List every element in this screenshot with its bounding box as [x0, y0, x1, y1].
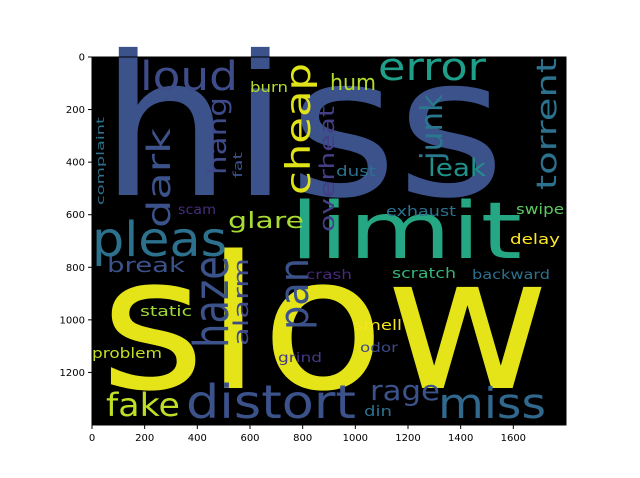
x-tick-label: 1400 — [448, 433, 473, 444]
word-loud: loud — [140, 54, 238, 100]
word-problem: problem — [92, 346, 162, 362]
x-tick-label: 400 — [188, 433, 207, 444]
word-complaint: complaint — [94, 116, 107, 205]
y-tick-label: 800 — [66, 263, 85, 274]
word-odor: odor — [360, 341, 399, 356]
plot-frame — [91, 56, 567, 426]
x-tick-label: 1600 — [501, 433, 526, 444]
word-din: din — [364, 404, 392, 420]
word-overheat: overheat — [315, 106, 339, 232]
word-hiss: hiss — [100, 14, 505, 241]
y-tick-label: 600 — [66, 210, 85, 221]
plot-background — [92, 57, 566, 425]
word-hum: hum — [330, 71, 376, 96]
word-static: static — [140, 304, 192, 320]
word-dust: dust — [336, 164, 377, 180]
word-haze: haze — [184, 256, 240, 348]
word-error: error — [378, 45, 486, 89]
word-cheap: cheap — [279, 63, 319, 195]
y-axis: 0 200 400 600 800 1000 1200 — [60, 53, 92, 379]
word-exhaust: exhaust — [386, 204, 457, 220]
x-axis: 0 200 400 600 800 1000 1200 1400 1600 — [89, 425, 526, 444]
word-torrent: torrent — [530, 58, 563, 190]
word-pleas: pleas — [92, 212, 227, 268]
word-burn: burn — [250, 80, 288, 96]
word-hang: hang — [203, 97, 233, 175]
word-slow: slow — [100, 216, 550, 432]
word-alarm: alarm — [229, 258, 253, 346]
word-backward: backward — [472, 268, 550, 283]
word-distort: distort — [186, 375, 356, 429]
word-swipe: swipe — [516, 202, 564, 218]
word-scratch: scratch — [392, 266, 456, 282]
y-tick-label: 400 — [66, 158, 85, 169]
word-fake: fake — [106, 386, 180, 424]
word-break: break — [107, 253, 186, 277]
word-dark: dark — [140, 127, 178, 228]
x-tick-label: 1000 — [343, 433, 368, 444]
word-miss: miss — [438, 379, 546, 428]
y-tick-label: 200 — [66, 105, 85, 116]
word-pan: pan — [272, 258, 318, 330]
x-tick-label: 1200 — [395, 433, 420, 444]
word-limit: limit — [290, 187, 522, 277]
word-delay: delay — [510, 232, 560, 248]
word-grind: grind — [278, 351, 322, 366]
word-glare: glare — [228, 209, 304, 234]
y-tick-label: 0 — [79, 53, 85, 64]
word-scam: scam — [178, 203, 216, 218]
x-tick-label: 200 — [135, 433, 154, 444]
word-leak: leak — [428, 154, 486, 182]
word-fat: fat — [231, 152, 245, 178]
word-rage: rage — [370, 374, 440, 407]
word-smell: smell — [354, 318, 402, 334]
y-tick-label: 1200 — [60, 368, 85, 379]
x-tick-label: 800 — [293, 433, 312, 444]
y-tick-label: 1000 — [60, 315, 85, 326]
x-tick-label: 0 — [89, 433, 95, 444]
word-junk: junk — [415, 93, 450, 161]
word-crash: crash — [306, 268, 352, 283]
x-tick-label: 600 — [240, 433, 259, 444]
